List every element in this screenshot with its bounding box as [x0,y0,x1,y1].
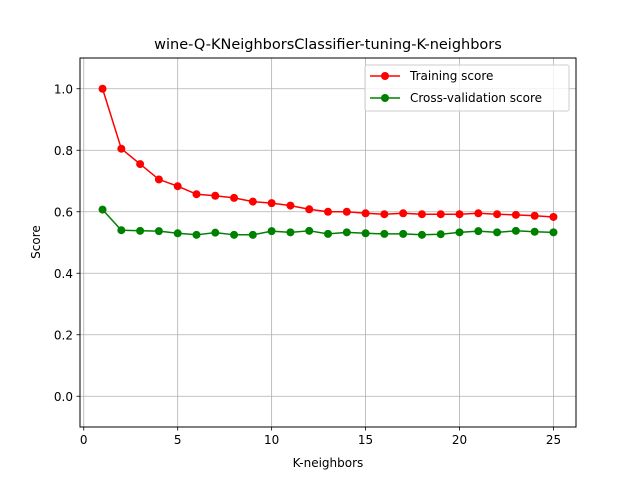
data-point-training [305,205,314,214]
data-point-training [511,210,520,219]
data-point-cross-validation [305,226,314,235]
data-point-training [493,210,502,219]
data-point-cross-validation [154,227,163,236]
data-point-training [286,201,295,210]
ticks: 0 5 10 15 20 25 0.0 0.2 0.4 0.6 0.8 1.0 [54,82,561,447]
data-point-training [230,193,239,202]
data-point-training [380,210,389,219]
data-point-cross-validation [549,228,558,237]
x-tick-label: 0 [80,433,88,447]
data-point-training [549,212,558,221]
chart-title: wine-Q-KNeighborsClassifier-tuning-K-nei… [154,37,502,53]
y-tick-label: 0.4 [54,267,73,281]
y-tick-label: 1.0 [54,82,73,96]
legend-marker-cross-validation [381,94,389,102]
data-point-training [455,210,464,219]
data-point-training [399,209,408,218]
data-point-training [173,182,182,191]
data-point-cross-validation [117,226,126,235]
data-point-cross-validation [230,230,239,239]
y-tick-label: 0.8 [54,144,73,158]
legend-marker-training [381,72,389,80]
data-point-cross-validation [455,228,464,237]
x-tick-label: 10 [264,433,279,447]
legend-label-cross-validation: Cross-validation score [410,91,542,105]
data-point-cross-validation [324,229,332,238]
data-point-training [248,197,257,206]
data-point-cross-validation [493,228,502,237]
x-tick-label: 20 [452,433,467,447]
legend: Training score Cross-validation score [364,64,570,112]
data-point-cross-validation [248,230,257,239]
data-point-training [474,209,483,218]
data-point-cross-validation [530,227,539,236]
y-axis-label: Score [29,225,43,259]
data-point-training [267,199,276,208]
data-point-training [154,175,163,184]
data-point-training [342,207,351,216]
data-point-training [98,84,107,93]
data-point-training [211,191,220,200]
y-tick-label: 0.6 [54,205,73,219]
data-point-training [530,211,539,220]
data-point-cross-validation [192,230,201,239]
axes-frame [79,57,577,428]
data-point-cross-validation [173,229,182,238]
data-point-training [192,190,201,199]
y-tick-label: 0.2 [54,328,73,342]
legend-box [364,64,570,112]
series-layer [98,84,558,239]
data-point-cross-validation [361,229,370,238]
legend-label-training: Training score [409,69,493,83]
data-point-cross-validation [380,229,389,238]
data-point-cross-validation [474,227,483,236]
data-point-training [417,210,426,219]
data-point-training [117,144,126,153]
x-tick-label: 25 [546,433,561,447]
data-point-cross-validation [267,227,276,236]
data-point-cross-validation [98,205,107,214]
data-point-training [436,210,445,219]
data-point-cross-validation [511,226,520,235]
y-tick-label: 0.0 [54,390,73,404]
data-point-cross-validation [286,228,295,237]
data-point-cross-validation [436,230,445,239]
data-point-cross-validation [136,226,145,235]
data-point-cross-validation [211,228,220,237]
x-tick-label: 5 [174,433,182,447]
data-point-training [324,207,332,216]
x-axis-label: K-neighbors [293,456,364,470]
data-point-cross-validation [342,228,351,237]
x-tick-label: 15 [358,433,373,447]
data-point-cross-validation [417,230,426,239]
data-point-training [361,209,370,218]
data-point-cross-validation [399,229,408,238]
data-point-training [136,160,145,169]
